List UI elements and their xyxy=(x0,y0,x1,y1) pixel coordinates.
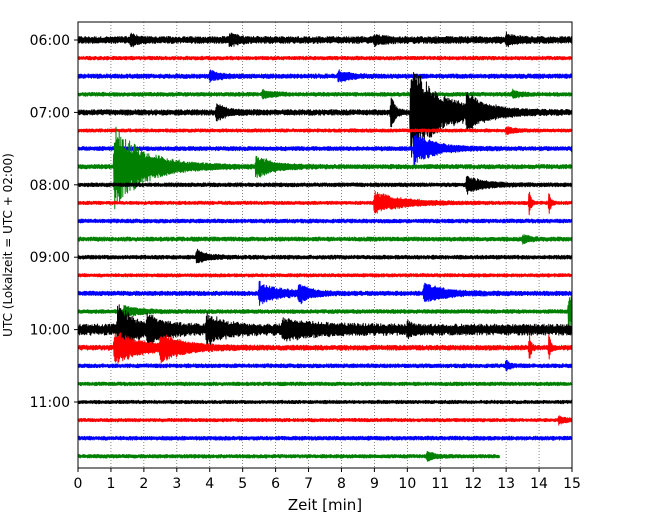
trace-row-11 xyxy=(77,234,573,245)
x-tick-label-5: 5 xyxy=(238,476,247,492)
trace-row-9 xyxy=(77,190,573,216)
trace-row-23 xyxy=(77,450,500,462)
plot-frame xyxy=(77,21,573,469)
trace-row-6 xyxy=(77,133,573,166)
x-tick-label-4: 4 xyxy=(205,476,214,492)
y-tick-label-0700: 07:00 xyxy=(30,105,70,121)
x-tick-label-3: 3 xyxy=(172,476,181,492)
trace-row-13 xyxy=(77,273,573,278)
x-tick-label-15: 15 xyxy=(563,476,581,492)
trace-row-17 xyxy=(77,332,573,364)
trace-row-0 xyxy=(77,31,573,48)
x-tick-label-12: 12 xyxy=(464,476,482,492)
trace-row-16 xyxy=(77,304,573,359)
y-tick-label-1000: 10:00 xyxy=(30,323,70,339)
x-tick-label-14: 14 xyxy=(530,476,548,492)
trace-row-7 xyxy=(77,126,573,210)
y-axis-label: UTC (Lokalzeit = UTC + 02:00) xyxy=(1,153,15,337)
x-tick-label-11: 11 xyxy=(431,476,449,492)
trace-row-4 xyxy=(77,72,573,158)
y-tick-label-1100: 11:00 xyxy=(30,395,70,411)
trace-row-8 xyxy=(77,175,573,195)
trace-row-22 xyxy=(77,435,573,441)
x-axis-ticks: 0 1 2 3 4 5 6 7 8 9 10 11 12 13 14 15 xyxy=(74,468,581,492)
trace-row-5 xyxy=(77,126,573,136)
trace-row-21 xyxy=(77,415,573,426)
traces xyxy=(77,31,573,462)
x-tick-label-7: 7 xyxy=(304,476,313,492)
x-axis-label: Zeit [min] xyxy=(288,496,362,514)
trace-row-10 xyxy=(77,218,573,224)
x-tick-label-9: 9 xyxy=(370,476,379,492)
y-tick-label-0800: 08:00 xyxy=(30,178,70,194)
x-tick-label-1: 1 xyxy=(106,476,115,492)
x-tick-label-0: 0 xyxy=(74,476,83,492)
trace-row-12 xyxy=(77,248,573,264)
trace-row-1 xyxy=(77,55,573,61)
y-axis-ticks: 06:00 07:00 08:00 09:00 10:00 11:00 xyxy=(30,33,78,411)
x-tick-label-2: 2 xyxy=(139,476,148,492)
trace-row-15 xyxy=(77,296,573,331)
x-tick-label-8: 8 xyxy=(337,476,346,492)
trace-row-19 xyxy=(77,381,573,387)
trace-row-3 xyxy=(77,88,573,100)
x-tick-label-10: 10 xyxy=(398,476,416,492)
trace-row-2 xyxy=(77,69,573,83)
trace-row-20 xyxy=(77,399,573,405)
trace-row-18 xyxy=(77,359,573,372)
x-tick-label-6: 6 xyxy=(271,476,280,492)
y-tick-label-0600: 06:00 xyxy=(30,33,70,49)
x-tick-label-13: 13 xyxy=(497,476,515,492)
y-tick-label-0900: 09:00 xyxy=(30,250,70,266)
trace-row-14 xyxy=(77,280,573,306)
